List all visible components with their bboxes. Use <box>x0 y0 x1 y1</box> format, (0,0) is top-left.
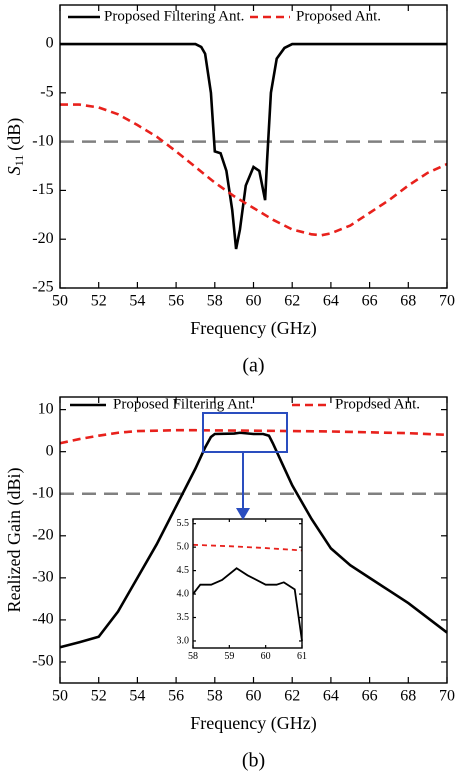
y-tick-label: -25 <box>32 279 53 296</box>
plot-frame <box>59 4 448 289</box>
legend-label: Proposed Ant. <box>335 396 420 412</box>
x-tick-label: 54 <box>129 292 145 309</box>
x-tick-label: 52 <box>91 292 107 309</box>
y-tick-label: 10 <box>38 400 54 417</box>
x-tick-label: 60 <box>261 651 271 662</box>
y-axis-label: Realized Gain (dBi) <box>4 468 25 613</box>
x-tick-label: 60 <box>246 687 262 704</box>
y-tick-label: -30 <box>32 569 53 586</box>
series-line <box>59 428 448 445</box>
x-tick-label: 62 <box>284 687 300 704</box>
y-tick-label: -20 <box>32 526 53 543</box>
y-axis-label-unit: (dB) <box>4 118 25 151</box>
y-tick-label: 3.0 <box>177 635 190 646</box>
x-tick-label: 50 <box>52 687 68 704</box>
legend-label: Proposed Ant. <box>296 8 381 24</box>
x-axis-label: Frequency (GHz) <box>190 318 316 339</box>
x-tick-label: 50 <box>52 292 68 309</box>
y-axis-label-symbol: S <box>4 166 24 175</box>
y-tick-label: -20 <box>32 230 53 247</box>
plot-frame <box>192 518 303 649</box>
x-tick-label: 56 <box>168 687 184 704</box>
series-line <box>192 543 303 552</box>
series-line <box>60 103 448 237</box>
plot: 50 52 54 56 58 60 62 64 66 68 70 0 -5 -10 -15 -20 -25 Pro… <box>4 4 455 377</box>
y-axis-label-subscript: 11 <box>12 155 26 167</box>
caption: (b) <box>242 750 265 772</box>
y-tick-label: 4.0 <box>177 588 190 599</box>
x-tick-label: 68 <box>400 687 416 704</box>
x-tick-label: 58 <box>188 651 198 662</box>
plot: 50 52 54 56 58 60 62 64 66 68 70 10 0 -10 -20 -30 -40 -50… <box>4 396 455 772</box>
x-tick-label: 66 <box>362 687 378 704</box>
plot: 58 59 60 61 3.0 3.5 4.0 4.5 5.0 5.5 <box>177 518 308 662</box>
x-tick-label: 70 <box>439 687 455 704</box>
x-tick-label: 59 <box>224 651 234 662</box>
y-tick-label: 4.5 <box>177 565 190 576</box>
y-axis-label: S11 (dB) <box>4 118 26 176</box>
legend-label: Proposed Filtering Ant. <box>104 8 244 24</box>
x-axis-label: Frequency (GHz) <box>190 713 316 734</box>
y-tick-label: 5.0 <box>177 541 190 552</box>
zoom-box <box>202 412 288 453</box>
y-tick-label: -50 <box>32 653 53 670</box>
x-tick-label: 64 <box>323 292 339 309</box>
plot-frame <box>59 396 448 684</box>
x-tick-label: 61 <box>297 651 307 662</box>
x-tick-label: 64 <box>323 687 339 704</box>
y-tick-label: -40 <box>32 611 53 628</box>
x-tick-label: 56 <box>168 292 184 309</box>
y-tick-label: -15 <box>32 181 53 198</box>
x-tick-label: 66 <box>362 292 378 309</box>
y-tick-label: 0 <box>46 442 54 459</box>
zoom-indicator <box>202 412 288 520</box>
caption: (a) <box>242 355 264 377</box>
y-tick-label: -10 <box>32 484 53 501</box>
y-tick-label: -10 <box>32 132 53 149</box>
y-tick-label: 0 <box>46 35 54 52</box>
legend-label: Proposed Filtering Ant. <box>113 396 253 412</box>
y-tick-label: 5.5 <box>177 518 190 529</box>
series-line <box>60 42 447 250</box>
y-tick-label: 3.5 <box>177 612 190 623</box>
series-line <box>59 431 448 649</box>
x-tick-label: 60 <box>246 292 262 309</box>
x-tick-label: 68 <box>400 292 416 309</box>
x-tick-label: 62 <box>284 292 300 309</box>
y-tick-label: -5 <box>40 83 53 100</box>
series-line <box>192 567 303 642</box>
x-tick-label: 54 <box>129 687 145 704</box>
x-tick-label: 58 <box>207 292 223 309</box>
inset-background <box>193 519 302 648</box>
x-tick-label: 58 <box>207 687 223 704</box>
x-tick-label: 52 <box>91 687 107 704</box>
zoom-arrowhead <box>236 508 250 520</box>
x-tick-label: 70 <box>439 292 455 309</box>
